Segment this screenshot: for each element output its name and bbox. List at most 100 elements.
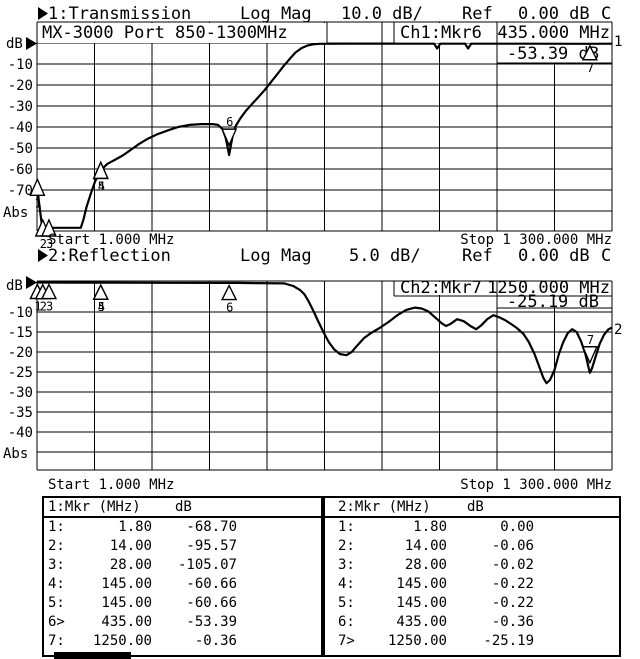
ch1-y-tick--10: -10 [8, 57, 33, 73]
marker-number: 5: [338, 595, 355, 611]
ch1-y-tick--20: -20 [8, 78, 33, 94]
ch2-start-label: Start 1.000 MHz [48, 477, 174, 492]
marker-frequency: 1.80 [413, 519, 447, 535]
marker-5-label: 5 [98, 179, 105, 193]
ch1-stop-label: Stop 1 300.000 MHz [460, 232, 612, 248]
ch2-y-tick--20: -20 [8, 345, 33, 361]
ch1-y-tick--70: -70 [8, 183, 33, 199]
ch2-marker-readout-freq: 1250.000 MHz [487, 278, 610, 298]
marker-row-2-1: 1: 1.80 0.00 [325, 518, 619, 537]
marker-frequency: 14.00 [109, 538, 152, 554]
marker-number: 5: [48, 595, 65, 611]
marker-number: 1: [48, 519, 65, 535]
marker-row-2-5: 5: 145.00 -0.22 [325, 594, 619, 613]
marker-7-label: 7 [587, 61, 594, 75]
ch2-y-unit: dB [6, 278, 23, 294]
marker-row-2-4: 4: 145.00 -0.22 [325, 575, 619, 594]
ch2-marker-readout-label: Ch2:Mkr7 [400, 278, 482, 298]
header-seg-2: 5.0 dB/ [349, 246, 421, 266]
marker-row-1-3: 3: 28.00 -105.07 [44, 556, 321, 575]
ch2-stop-label: Stop 1 300.000 MHz [460, 477, 612, 492]
marker-level: -25.19 [483, 633, 534, 649]
marker-level: -53.39 [186, 614, 237, 630]
trace-2-number: 2 [614, 322, 622, 338]
charts-canvas: 1:Transmission Log Mag 10.0 dB/Ref 0.00 dB C… [3, 4, 622, 492]
marker-row-1-5: 5: 145.00 -60.66 [44, 594, 321, 613]
ch2-y-tick--35: -35 [8, 405, 33, 421]
marker-row-1-4: 4: 145.00 -60.66 [44, 575, 321, 594]
ch1-start-label: Start 1.000 MHz [48, 232, 174, 248]
marker-5-label: 5 [98, 300, 105, 314]
bottom-partial-bar [54, 652, 131, 659]
header-seg-0: 1:Transmission [48, 4, 191, 24]
header-seg-5: C [601, 246, 611, 266]
marker-4-label: 4 [98, 300, 105, 314]
marker-number: 4: [48, 576, 65, 592]
marker-table-ch1: 1:Mkr (MHz) dB 1: 1.80 -68.70 2: 14.00 -95.57… [42, 496, 323, 657]
header-seg-3: Ref [462, 4, 493, 24]
marker-frequency: 435.00 [101, 614, 152, 630]
ch2-marker-readout-value: -25.19 dB [507, 292, 599, 312]
marker-3-icon [40, 218, 58, 237]
header-seg-1: Log Mag [240, 246, 312, 266]
header-seg-0: 2:Reflection [48, 246, 171, 266]
marker-5-icon [92, 283, 109, 300]
marker-frequency: 1250.00 [387, 633, 447, 649]
marker-level: -0.36 [194, 633, 237, 649]
marker-6-label: 6 [226, 301, 233, 315]
ch2-y-tick--10: -10 [8, 305, 33, 321]
marker-3-icon [40, 282, 58, 300]
marker-6-icon [221, 128, 238, 147]
marker-1-label: 1 [34, 300, 41, 314]
ch1-y-tick--30: -30 [8, 99, 33, 115]
marker-7-icon [581, 346, 598, 365]
header-seg-5: C [601, 4, 611, 24]
marker-number: 7: [48, 633, 65, 649]
header-seg-4: 0.00 dB [518, 246, 590, 266]
ch2-y-tick--30: -30 [8, 385, 33, 401]
marker-level: -0.06 [491, 538, 534, 554]
marker-row-2-3: 3: 28.00 -0.02 [325, 556, 619, 575]
ch1-marker-readout-value: -53.39 dB [507, 44, 599, 64]
trace-2 [36, 281, 613, 385]
marker-level: 0.00 [500, 519, 534, 535]
marker-6-label: 6 [226, 115, 233, 129]
marker-number: 2: [338, 538, 355, 554]
marker-frequency: 28.00 [109, 557, 152, 573]
marker-table-ch1-header: 1:Mkr (MHz) dB [44, 498, 321, 518]
marker-table-ch1-rows: 1: 1.80 -68.70 2: 14.00 -95.57 3: 28.00 -105.07 4… [44, 518, 321, 651]
channel-pointer-icon [38, 249, 48, 262]
marker-row-1-1: 1: 1.80 -68.70 [44, 518, 321, 537]
marker-frequency: 435.00 [396, 614, 447, 630]
marker-1-icon [29, 177, 46, 196]
marker-level: -0.02 [491, 557, 534, 573]
ch1-marker-readout-freq: 435.000 MHz [497, 23, 610, 43]
marker-row-1-6: 6> 435.00 -53.39 [44, 613, 321, 632]
marker-table-ch2-rows: 1: 1.80 0.00 2: 14.00 -0.06 3: 28.00 -0.02 4: 145.… [325, 518, 619, 651]
trace-1 [35, 42, 613, 229]
marker-number: 6> [48, 614, 65, 630]
marker-number: 4: [338, 576, 355, 592]
header-seg-1: Log Mag [240, 4, 312, 24]
ch2-y-tick--40: -40 [8, 425, 33, 441]
ch1-ref-marker-arrow [26, 37, 37, 50]
marker-table-ch2-title: 2:Mkr (MHz) [338, 498, 431, 515]
ch1-y-tick--50: -50 [8, 141, 33, 157]
marker-level: -60.66 [186, 576, 237, 592]
marker-frequency: 1.80 [118, 519, 152, 535]
device-label: MX-3000 Port 850-1300MHz [42, 23, 288, 43]
marker-row-1-7: 7: 1250.00 -0.36 [44, 632, 321, 651]
header-seg-4: 0.00 dB [518, 4, 590, 24]
marker-level: -68.70 [186, 519, 237, 535]
readout-box-ch1 [395, 23, 611, 43]
marker-number: 7> [338, 633, 355, 649]
marker-frequency: 1250.00 [92, 633, 152, 649]
header-seg-3: Ref [462, 246, 493, 266]
ch1-y-unit: dB [6, 36, 23, 52]
marker-table-ch2: 2:Mkr (MHz) dB 1: 1.80 0.00 2: 14.00 -0.06 3: 2… [323, 496, 621, 657]
marker-1-label: 1 [34, 196, 41, 210]
ch1-abs-label: Abs [3, 205, 28, 221]
trace-1-number: 1 [614, 34, 622, 50]
marker-2-label: 2 [40, 237, 47, 251]
marker-level: -0.22 [491, 576, 534, 592]
